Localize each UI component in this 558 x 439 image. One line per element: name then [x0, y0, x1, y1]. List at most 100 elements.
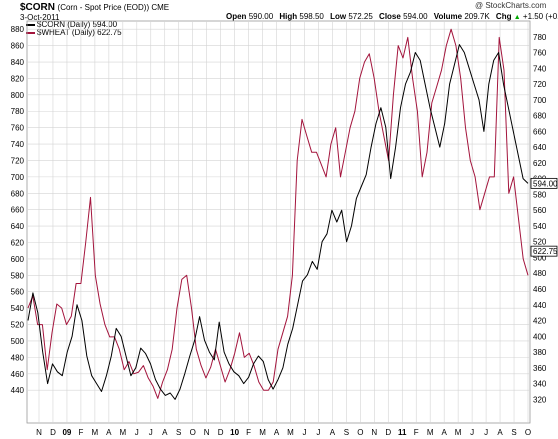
right-tick-label: 720	[533, 80, 547, 89]
x-tick-label: A	[106, 428, 112, 437]
legend-item-corn: $CORN (Daily) 594.00	[26, 20, 117, 29]
x-tick-label: S	[511, 428, 516, 437]
x-tick-label: 10	[230, 428, 239, 437]
legend-item-wheat: $WHEAT (Daily) 622.75	[26, 28, 122, 37]
left-tick-label: 480	[11, 353, 25, 362]
x-tick-label: F	[414, 428, 419, 437]
corn-last-value: 594.00	[530, 177, 558, 189]
right-tick-label: 360	[533, 364, 547, 373]
right-tick-label: 760	[533, 49, 547, 58]
open-value: 590.00	[248, 12, 274, 21]
x-tick-label: A	[497, 428, 503, 437]
plot-frame	[26, 20, 531, 424]
x-tick-label: J	[470, 428, 474, 437]
corn-swatch-icon	[26, 23, 35, 26]
right-tick-label: 540	[533, 222, 547, 231]
volume-label: Volume	[433, 12, 463, 21]
right-tick-label: 580	[533, 190, 547, 199]
x-tick-label: M	[287, 428, 294, 437]
high-label: High	[279, 12, 298, 21]
right-tick-label: 740	[533, 64, 547, 73]
right-tick-label: 700	[533, 96, 547, 105]
x-tick-label: N	[204, 428, 210, 437]
wheat-last-value-text: 622.75	[533, 247, 558, 256]
x-axis: N D 09 F M A M J J A S O N D 10 F M A M J J A S O N D 11 F M A M J J A S O	[36, 428, 531, 437]
chg-label: Chg	[495, 12, 512, 21]
left-tick-label: 500	[11, 337, 25, 346]
left-tick-label: 640	[11, 222, 25, 231]
high-value: 598.50	[299, 12, 324, 21]
wheat-last-value: 622.75	[530, 245, 558, 257]
x-tick-label: F	[246, 428, 251, 437]
right-tick-label: 440	[533, 301, 547, 310]
last-value-labels: 594.00 622.75	[530, 177, 558, 257]
x-tick-label: D	[385, 428, 391, 437]
right-tick-label: 560	[533, 206, 547, 215]
low-value: 572.25	[348, 12, 373, 21]
right-tick-label: 640	[533, 143, 547, 152]
left-tick-label: 820	[11, 74, 25, 83]
left-tick-label: 440	[11, 386, 25, 395]
x-tick-label: J	[316, 428, 320, 437]
left-tick-label: 720	[11, 156, 25, 165]
x-tick-label: A	[162, 428, 168, 437]
x-tick-label: O	[190, 428, 196, 437]
x-tick-label: N	[36, 428, 42, 437]
corn-last-value-text: 594.00	[533, 179, 558, 188]
left-tick-label: 800	[11, 91, 25, 100]
right-tick-label: 620	[533, 159, 547, 168]
grid-lines	[27, 21, 530, 423]
left-tick-label: 780	[11, 107, 25, 116]
x-tick-label: M	[455, 428, 462, 437]
right-tick-label: 320	[533, 395, 547, 404]
right-tick-label: 680	[533, 112, 547, 121]
wheat-series-line	[27, 28, 529, 399]
x-tick-label: D	[218, 428, 224, 437]
open-label: Open	[226, 12, 247, 21]
left-tick-label: 880	[11, 25, 25, 34]
chg-arrow-icon: ▲	[513, 14, 521, 21]
close-value: 594.00	[403, 12, 428, 21]
x-tick-label: F	[78, 428, 83, 437]
x-tick-label: O	[357, 428, 363, 437]
left-tick-label: 540	[11, 304, 25, 313]
right-tick-label: 520	[533, 238, 547, 247]
chart-date: 3-Oct-2011	[20, 13, 60, 22]
x-tick-label: A	[441, 428, 447, 437]
corn-series-line	[27, 44, 529, 400]
right-tick-label: 660	[533, 127, 547, 136]
x-tick-label: J	[302, 428, 306, 437]
x-tick-label: D	[50, 428, 56, 437]
left-tick-label: 460	[11, 370, 25, 379]
right-tick-label: 380	[533, 348, 547, 357]
x-tick-label: N	[371, 428, 377, 437]
low-label: Low	[330, 12, 347, 21]
right-tick-label: 480	[533, 269, 547, 278]
x-tick-label: J	[484, 428, 488, 437]
right-tick-label: 340	[533, 380, 547, 389]
x-tick-label: 09	[62, 428, 71, 437]
close-label: Close	[379, 12, 401, 21]
right-tick-label: 500	[533, 253, 547, 262]
x-tick-label: M	[427, 428, 434, 437]
left-tick-label: 860	[11, 42, 25, 51]
x-tick-label: J	[149, 428, 153, 437]
left-tick-label: 620	[11, 239, 25, 248]
chg-value: +1.50 (+0.25%)	[522, 12, 558, 21]
x-tick-label: M	[259, 428, 266, 437]
watermark: @ StockCharts.com	[475, 1, 547, 10]
symbol-label: $CORN	[20, 2, 56, 13]
x-tick-label: M	[119, 428, 126, 437]
series-lines	[27, 28, 529, 400]
legend-wheat-label: $WHEAT (Daily) 622.75	[37, 28, 122, 37]
legend-corn-label: $CORN (Daily) 594.00	[37, 20, 118, 29]
wheat-swatch-icon	[26, 31, 35, 34]
left-tick-label: 600	[11, 255, 25, 264]
left-tick-label: 660	[11, 206, 25, 215]
x-tick-label: A	[274, 428, 280, 437]
price-stats: Open 590.00 High 598.50 Low 572.25 Close…	[226, 12, 558, 21]
left-tick-label: 680	[11, 189, 25, 198]
left-tick-label: 560	[11, 288, 25, 297]
left-tick-label: 520	[11, 321, 25, 330]
